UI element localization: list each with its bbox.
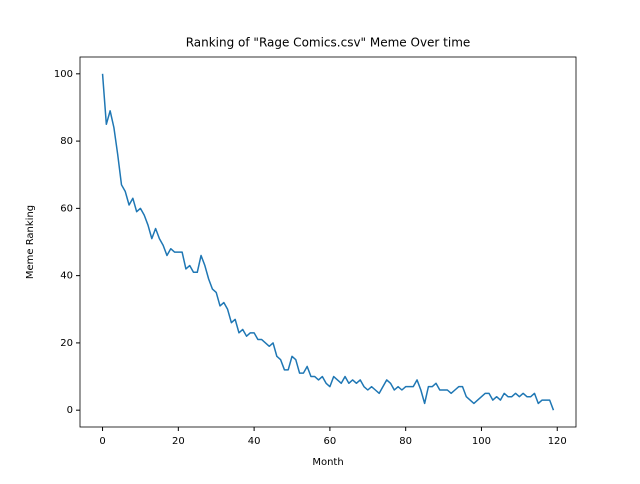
plot-frame: [79, 56, 577, 428]
chart-title: Ranking of "Rage Comics.csv" Meme Over t…: [186, 36, 471, 50]
y-tick-label: 80: [60, 136, 73, 147]
x-tick-label: 100: [472, 436, 491, 447]
x-tick-label: 60: [324, 436, 337, 447]
y-axis-label: Meme Ranking: [25, 205, 36, 279]
x-tick-label: 120: [548, 436, 567, 447]
x-tick-label: 80: [399, 436, 412, 447]
y-tick-label: 0: [67, 405, 73, 416]
y-tick-label: 60: [60, 203, 73, 214]
y-tick-label: 100: [54, 69, 73, 80]
line-series: [101, 73, 555, 411]
x-tick-label: 20: [172, 436, 185, 447]
y-tick-label: 40: [60, 271, 73, 282]
x-tick-label: 40: [248, 436, 261, 447]
y-tick-label: 20: [60, 338, 73, 349]
x-tick-label: 0: [99, 436, 105, 447]
x-axis-label: Month: [312, 457, 343, 468]
